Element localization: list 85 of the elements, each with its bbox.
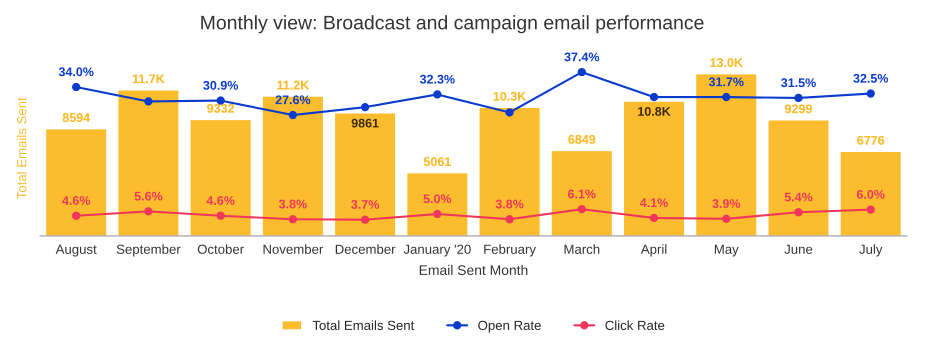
point — [505, 215, 514, 224]
data-label: 32.5% — [853, 74, 888, 83]
x-tick-label: August — [56, 244, 97, 257]
data-label: 9861 — [352, 118, 379, 128]
point — [722, 214, 730, 223]
x-tick-label: March — [564, 244, 600, 254]
y-axis-title: Total Emails Sent — [16, 97, 26, 199]
data-label: 27.6% — [276, 95, 310, 104]
x-tick-label: November — [264, 244, 324, 254]
point — [794, 208, 803, 216]
x-axis-title: Email Sent Month — [420, 264, 528, 276]
point — [144, 207, 153, 216]
bar — [622, 100, 686, 236]
x-tick-label: September — [116, 244, 180, 257]
data-label: 10.8K — [638, 106, 671, 116]
bar — [334, 112, 397, 236]
chart-title: Monthly view: Broadcast and campaign email performance — [201, 15, 704, 34]
x-tick-label: February — [484, 244, 536, 257]
data-label: 13.0K — [710, 58, 743, 68]
legend-label: Click Rate — [605, 320, 664, 330]
point — [866, 89, 875, 98]
data-label: 3.9% — [712, 199, 740, 208]
point — [433, 210, 442, 218]
point — [144, 97, 153, 106]
legend-label: Open Rate — [478, 320, 541, 333]
data-label: 8594 — [62, 113, 90, 122]
data-label: 31.7% — [708, 77, 744, 86]
bar — [261, 95, 324, 236]
data-label: 3.8% — [496, 200, 524, 208]
data-label: 6776 — [857, 136, 884, 145]
bar — [406, 172, 469, 236]
data-label: 4.1% — [640, 198, 668, 208]
bar — [767, 119, 830, 236]
legend-label: Total Emails Sent — [312, 320, 414, 330]
data-label: 6849 — [568, 134, 596, 144]
point — [578, 68, 586, 76]
x-tick-label: June — [784, 244, 812, 254]
data-label: 5.4% — [784, 192, 812, 202]
point — [578, 205, 586, 214]
data-label: 5.6% — [134, 192, 162, 201]
data-label: 5061 — [424, 157, 451, 166]
bar — [478, 106, 541, 236]
point — [722, 92, 730, 102]
point — [433, 90, 442, 99]
data-label: 9299 — [785, 104, 812, 114]
data-label: 37.4% — [564, 52, 600, 62]
data-label: 11.2K — [277, 80, 310, 90]
data-label: 11.7K — [132, 74, 165, 84]
bar — [694, 72, 758, 236]
point — [288, 110, 298, 120]
x-tick-label: December — [336, 244, 396, 254]
data-label: 5.0% — [423, 194, 452, 204]
data-label: 9332 — [207, 104, 234, 113]
point — [288, 215, 298, 224]
bar — [550, 150, 614, 236]
x-tick-label: May — [714, 244, 739, 257]
point — [360, 102, 370, 112]
point — [650, 214, 658, 222]
data-label: 4.6% — [62, 196, 90, 205]
point — [866, 205, 875, 214]
data-label: 6.0% — [856, 190, 885, 199]
bar — [189, 118, 252, 236]
x-tick-label: April — [640, 244, 666, 257]
data-label: 3.7% — [351, 200, 380, 209]
x-tick-label: July — [859, 244, 882, 257]
point — [360, 216, 370, 224]
data-label: 31.5% — [781, 78, 816, 88]
point — [505, 108, 514, 117]
data-label: 10.3K — [494, 92, 526, 101]
point — [794, 94, 803, 102]
point — [72, 82, 80, 92]
data-label: 6.1% — [568, 190, 596, 198]
x-tick-label: October — [198, 244, 244, 254]
data-label: 32.3% — [420, 74, 455, 84]
bar — [44, 128, 108, 236]
point — [216, 212, 225, 220]
bar — [839, 150, 902, 236]
data-label: 34.0% — [58, 67, 94, 76]
data-label: 3.8% — [278, 200, 307, 208]
data-label: 30.9% — [203, 80, 238, 90]
data-label: 4.6% — [206, 196, 235, 205]
point — [72, 212, 80, 220]
point — [650, 92, 658, 102]
bar — [117, 89, 180, 236]
x-tick-label: January '20 — [404, 244, 471, 257]
